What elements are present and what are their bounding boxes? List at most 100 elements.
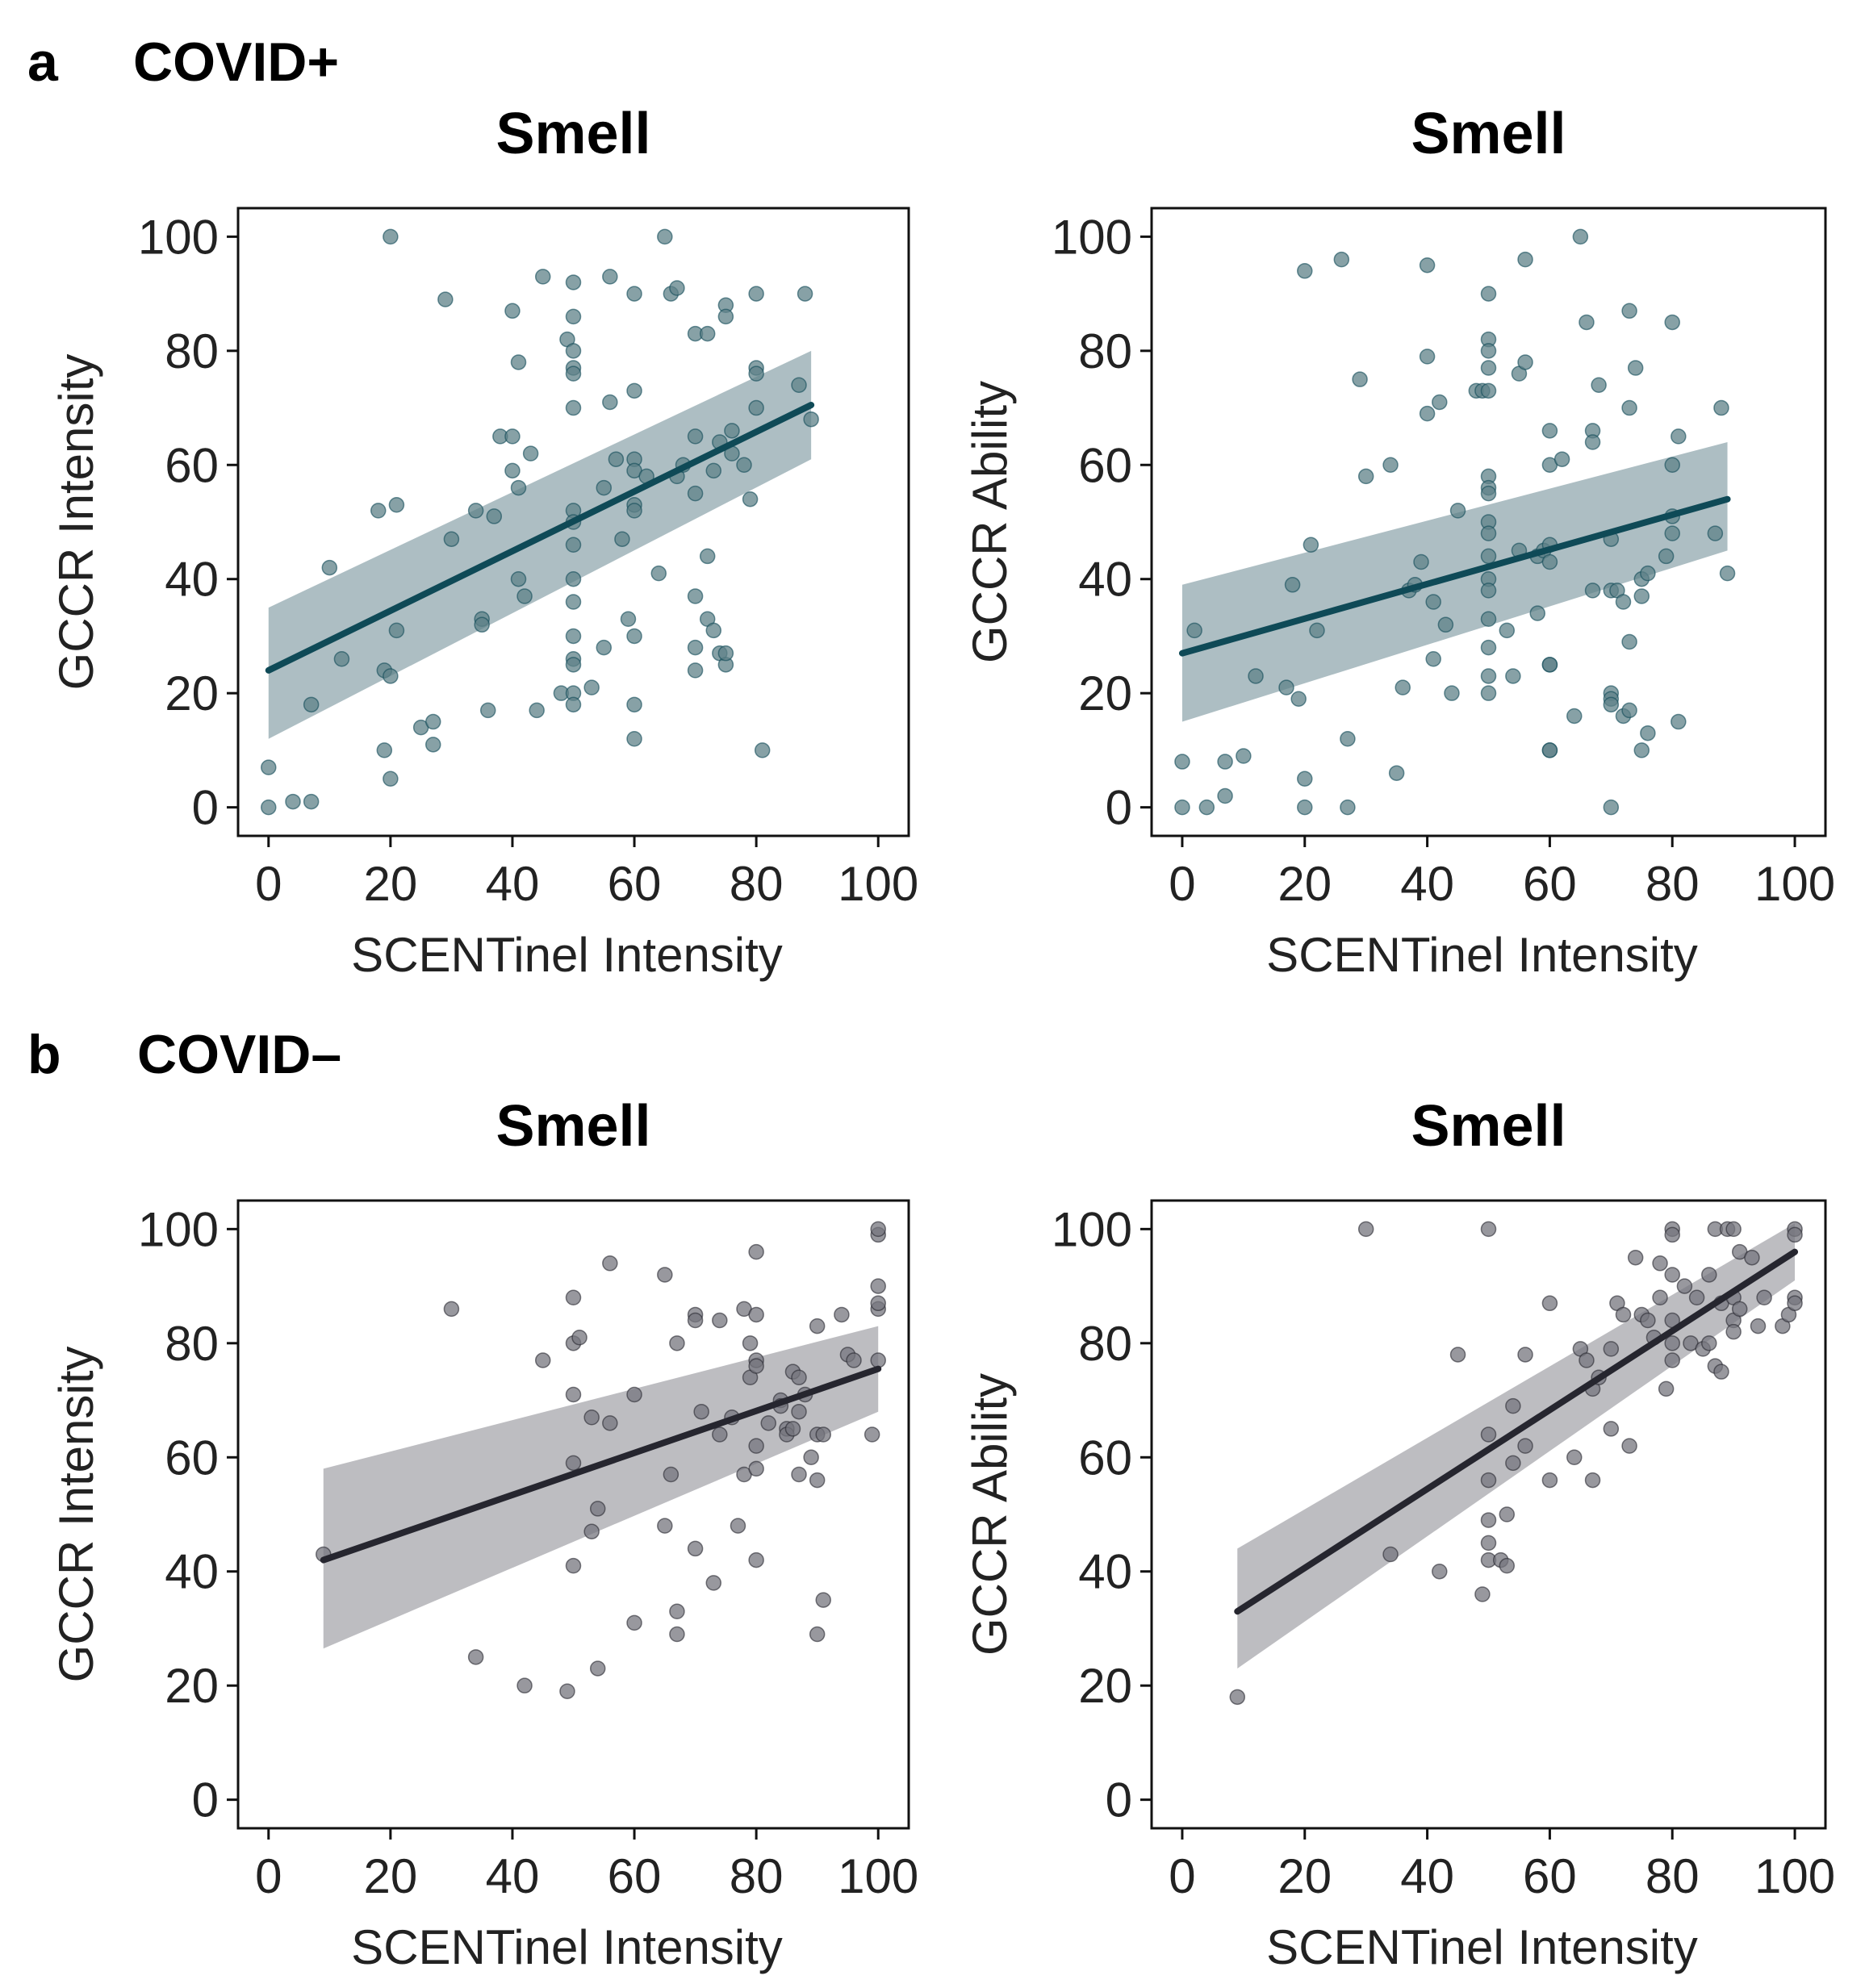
scatter-point bbox=[1541, 657, 1558, 673]
scatter-point bbox=[1633, 742, 1650, 758]
scatter-point bbox=[754, 742, 771, 758]
scatter-point bbox=[1437, 616, 1454, 633]
scatter-point bbox=[1480, 286, 1497, 302]
scatter-point bbox=[1480, 668, 1497, 684]
scatter-point bbox=[748, 1306, 764, 1323]
scatter-point bbox=[1640, 565, 1656, 582]
scatter-point bbox=[1541, 742, 1558, 758]
scatter-point bbox=[748, 1552, 764, 1568]
scatter-point bbox=[1449, 503, 1466, 519]
x-tick-label: 60 bbox=[1523, 857, 1577, 911]
x-tick-label: 80 bbox=[730, 857, 784, 911]
scatter-point bbox=[321, 559, 338, 576]
scatter-point bbox=[864, 1426, 880, 1443]
scatter-point bbox=[303, 793, 320, 810]
scatter-point bbox=[565, 274, 582, 290]
scatter-point bbox=[383, 771, 399, 787]
scatter-point bbox=[669, 1335, 685, 1351]
scatter-point bbox=[602, 394, 618, 411]
y-tick-label: 40 bbox=[165, 553, 219, 607]
scatter-point bbox=[687, 639, 704, 656]
scatter-point bbox=[699, 325, 716, 342]
scatter-point bbox=[1640, 725, 1656, 741]
scatter-point bbox=[1750, 1318, 1767, 1334]
scatter-point bbox=[626, 731, 642, 747]
scatter-point bbox=[1671, 713, 1687, 730]
scatter-point bbox=[333, 650, 350, 667]
scatter-point bbox=[730, 1518, 746, 1534]
scatter-point bbox=[1640, 1312, 1656, 1329]
scatter-point bbox=[748, 399, 764, 416]
scatter-point bbox=[1480, 525, 1497, 541]
scatter-point bbox=[663, 1466, 680, 1483]
y-tick-label: 20 bbox=[165, 666, 219, 720]
scatter-point bbox=[626, 286, 642, 302]
scatter-point bbox=[1541, 553, 1558, 570]
scatter-point bbox=[467, 503, 484, 519]
y-tick-label: 100 bbox=[138, 1202, 219, 1256]
x-tick-label: 100 bbox=[1754, 1849, 1835, 1903]
scatter-point bbox=[650, 565, 667, 582]
scatter-point bbox=[809, 1472, 826, 1489]
scatter-point bbox=[388, 497, 405, 513]
x-tick-label: 40 bbox=[486, 857, 540, 911]
scatter-point bbox=[626, 696, 642, 713]
y-tick-label: 0 bbox=[1106, 1773, 1132, 1827]
scatter-point bbox=[742, 491, 759, 507]
scatter-point bbox=[1627, 1249, 1644, 1266]
y-axis-label: GCCR Ability bbox=[963, 1373, 1017, 1656]
y-tick-label: 20 bbox=[1078, 666, 1132, 720]
scatter-point bbox=[717, 645, 734, 662]
scatter-point bbox=[705, 622, 722, 639]
scatter-point bbox=[870, 1295, 886, 1312]
scatter-point bbox=[1413, 553, 1429, 570]
scatter-point bbox=[261, 799, 277, 816]
scatter-point bbox=[1633, 588, 1650, 604]
scatter-point bbox=[1664, 314, 1680, 331]
scatter-point bbox=[791, 1466, 807, 1483]
y-tick-label: 80 bbox=[165, 324, 219, 378]
y-tick-label: 20 bbox=[165, 1659, 219, 1713]
x-tick-label: 0 bbox=[255, 857, 282, 911]
scatter-point bbox=[1584, 583, 1601, 599]
scatter-point bbox=[620, 611, 637, 627]
chart-a-left: Smell 00 20 20 40 40 60 60 80 80 100 100 SCENTinel I… bbox=[49, 102, 918, 982]
scatter-point bbox=[809, 1626, 826, 1643]
y-tick-label: 80 bbox=[1078, 324, 1132, 378]
scatter-point bbox=[626, 382, 642, 399]
scatter-point bbox=[1352, 371, 1368, 387]
scatter-point bbox=[1615, 1306, 1632, 1323]
scatter-point bbox=[1499, 622, 1516, 639]
y-tick-label: 40 bbox=[1078, 553, 1132, 607]
scatter-point bbox=[565, 343, 582, 359]
scatter-point bbox=[1480, 360, 1497, 376]
regression-line bbox=[1178, 495, 1731, 657]
scatter-point bbox=[1340, 799, 1356, 816]
y-tick-label: 60 bbox=[1078, 1430, 1132, 1485]
plot-frame bbox=[236, 207, 910, 837]
scatter-point bbox=[583, 1410, 600, 1426]
scatter-point bbox=[1217, 754, 1233, 770]
scatter-point bbox=[1480, 583, 1497, 599]
scatter-point bbox=[1621, 633, 1637, 650]
scatter-point bbox=[1357, 468, 1374, 485]
scatter-point bbox=[1664, 1226, 1680, 1243]
scatter-point bbox=[261, 759, 277, 775]
x-axis-label: SCENTinel Intensity bbox=[351, 1920, 783, 1974]
y-tick-label: 60 bbox=[165, 438, 219, 492]
confidence-band bbox=[1237, 1223, 1796, 1668]
scatter-point bbox=[705, 1575, 722, 1591]
regression-line bbox=[320, 1365, 882, 1564]
scatter-point bbox=[1517, 1347, 1533, 1363]
scatter-point bbox=[510, 570, 527, 587]
x-tick-label: 20 bbox=[1277, 857, 1332, 911]
scatter-point bbox=[1603, 799, 1620, 816]
x-axis-label: SCENTinel Intensity bbox=[351, 928, 783, 982]
scatter-point bbox=[516, 1677, 533, 1694]
x-tick-label: 20 bbox=[363, 857, 417, 911]
scatter-point bbox=[1333, 251, 1350, 268]
scatter-point bbox=[565, 657, 582, 673]
plot-frame bbox=[1150, 1199, 1827, 1830]
y-tick-label: 20 bbox=[1078, 1659, 1132, 1713]
scatter-point bbox=[791, 377, 807, 394]
